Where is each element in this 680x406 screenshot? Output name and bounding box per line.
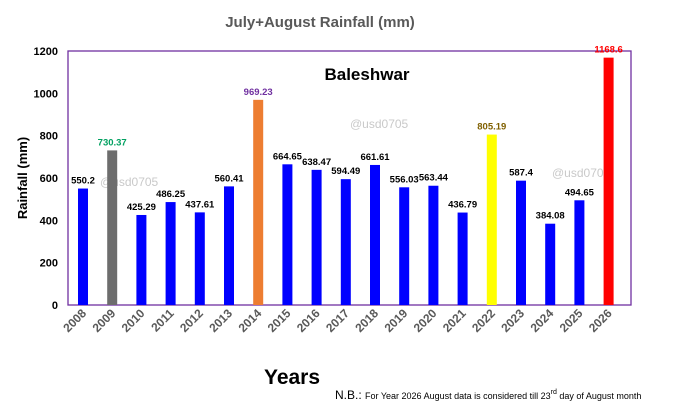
data-label: 436.79	[448, 200, 477, 211]
bars	[78, 57, 614, 305]
x-tick-label: 2019	[382, 306, 411, 335]
x-tick-label: 2026	[586, 306, 615, 335]
watermarks: @usd0705@usd0705@usd0705	[100, 117, 611, 189]
chart-subtitle: Baleshwar	[324, 65, 409, 84]
bar	[107, 150, 118, 305]
x-tick-label: 2018	[352, 306, 381, 335]
x-tick-label: 2010	[119, 306, 148, 335]
footnote: N.B.: For Year 2026 August data is consi…	[335, 388, 641, 402]
data-label: 550.2	[71, 176, 95, 187]
x-tick-label: 2025	[557, 306, 586, 335]
data-label: 486.25	[156, 189, 186, 200]
data-label: 664.65	[273, 151, 303, 162]
bar	[370, 164, 380, 305]
y-tick-label: 400	[40, 215, 58, 227]
bar	[340, 179, 351, 305]
data-label: 594.49	[331, 166, 360, 177]
data-label: 661.61	[360, 152, 390, 163]
y-tick-label: 600	[40, 173, 58, 185]
x-tick-label: 2023	[498, 306, 527, 335]
data-label: 425.29	[127, 202, 156, 213]
chart-title: July+August Rainfall (mm)	[225, 14, 415, 31]
x-tick-label: 2015	[265, 306, 294, 335]
y-tick-label: 1000	[34, 88, 58, 100]
bar	[311, 169, 322, 305]
data-label: 805.19	[477, 122, 506, 133]
footnote-text-b: day of August month	[557, 391, 642, 401]
data-label: 494.65	[565, 187, 595, 198]
data-label: 560.41	[214, 173, 244, 184]
data-label: 1168.6	[594, 45, 623, 56]
data-label: 730.37	[98, 137, 127, 148]
x-tick-label: 2016	[294, 306, 323, 335]
bar	[486, 134, 497, 305]
bar	[224, 186, 234, 305]
x-tick-label: 2020	[411, 306, 440, 335]
x-axis-label: Years	[264, 366, 320, 389]
x-tick-label: 2013	[206, 306, 235, 335]
x-tick-label: 2009	[90, 306, 119, 335]
bar	[136, 214, 147, 305]
x-tick-label: 2012	[177, 306, 206, 335]
footnote-superscript: rd	[551, 389, 557, 396]
footnote-text-a: For Year 2026 August data is considered …	[365, 391, 551, 401]
bar	[516, 180, 526, 305]
bar	[253, 99, 264, 305]
footnote-prefix: N.B.:	[335, 388, 365, 402]
y-axis-label: Rainfall (mm)	[15, 137, 30, 219]
data-label: 563.44	[419, 173, 449, 184]
x-tick-label: 2022	[469, 306, 498, 335]
x-tick-label: 2017	[323, 306, 352, 335]
bar	[78, 188, 88, 305]
data-label: 587.4	[509, 168, 533, 179]
x-tick-label: 2008	[60, 306, 89, 335]
y-tick-label: 0	[52, 300, 58, 312]
x-tick-label: 2021	[440, 306, 469, 335]
data-label: 969.23	[244, 87, 273, 98]
x-tick-label: 2011	[148, 306, 177, 335]
bar	[457, 212, 468, 305]
data-label: 556.03	[390, 174, 419, 185]
x-axis: 2008 2009 2010 2011 2012 2013 2014 2015 2016 2017…	[60, 306, 615, 335]
bar	[428, 185, 439, 305]
y-tick-label: 1200	[34, 46, 58, 58]
bar	[603, 57, 614, 305]
bar	[165, 202, 176, 305]
bar	[545, 223, 556, 305]
bar	[399, 187, 410, 305]
y-tick-label: 200	[40, 258, 58, 270]
data-label: 384.08	[536, 211, 565, 222]
watermark-text: @usd0705	[552, 166, 611, 180]
bar	[282, 164, 293, 305]
watermark-text: @usd0705	[350, 117, 409, 131]
y-axis: 0 200 400 600 800 1000 1200	[34, 46, 58, 312]
data-label: 437.61	[185, 199, 215, 210]
y-tick-label: 800	[40, 131, 58, 143]
x-tick-label: 2014	[236, 306, 265, 335]
data-label: 638.47	[302, 157, 331, 168]
x-tick-label: 2024	[528, 306, 557, 335]
bar	[574, 200, 585, 305]
bar	[194, 212, 205, 305]
